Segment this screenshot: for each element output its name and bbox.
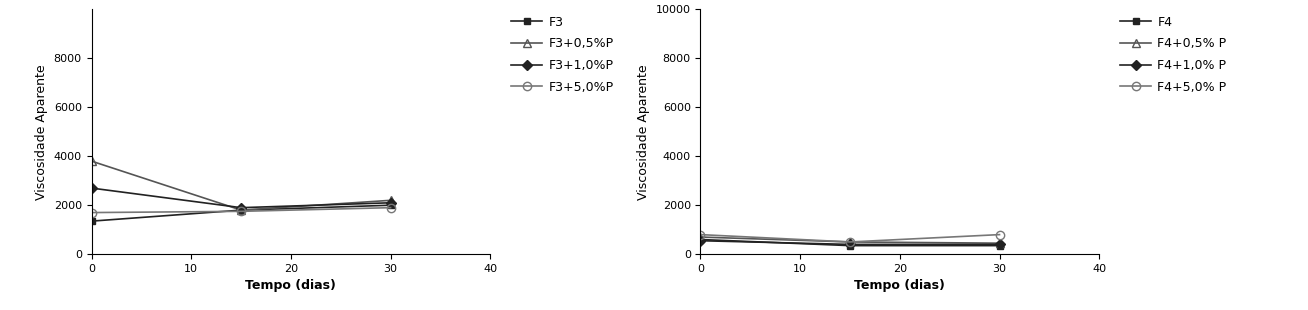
F4	[842, 244, 858, 247]
Line: F4+1,0% P: F4+1,0% P	[697, 237, 1003, 248]
F4+1,0% P	[842, 242, 858, 246]
F3	[383, 203, 399, 207]
F3+5,0%P	[84, 211, 99, 215]
F4	[693, 238, 709, 241]
F3+5,0%P	[233, 210, 249, 213]
X-axis label: Tempo (dias): Tempo (dias)	[854, 280, 946, 292]
Line: F3+1,0%P: F3+1,0%P	[88, 184, 394, 211]
Legend: F4, F4+0,5% P, F4+1,0% P, F4+5,0% P: F4, F4+0,5% P, F4+1,0% P, F4+5,0% P	[1120, 16, 1227, 94]
F3+0,5%P	[84, 159, 99, 163]
F3+1,0%P	[84, 186, 99, 190]
F4+0,5% P	[842, 240, 858, 244]
Y-axis label: Viscosidade Aparente: Viscosidade Aparente	[637, 64, 650, 200]
Line: F3+0,5%P: F3+0,5%P	[88, 157, 395, 214]
F4+5,0% P	[693, 233, 709, 237]
F4+0,5% P	[991, 241, 1007, 245]
F4+1,0% P	[693, 239, 709, 243]
Line: F4+0,5% P: F4+0,5% P	[696, 233, 1003, 247]
F3+0,5%P	[383, 198, 399, 202]
Line: F4: F4	[697, 236, 1003, 249]
Line: F3: F3	[88, 202, 394, 225]
F3+5,0%P	[383, 206, 399, 210]
F3	[84, 219, 99, 223]
F3+1,0%P	[383, 201, 399, 205]
F4+0,5% P	[693, 235, 709, 239]
Y-axis label: Viscosidade Aparente: Viscosidade Aparente	[35, 64, 48, 200]
Legend: F3, F3+0,5%P, F3+1,0%P, F3+5,0%P: F3, F3+0,5%P, F3+1,0%P, F3+5,0%P	[511, 16, 613, 94]
F4+5,0% P	[991, 233, 1007, 237]
F4+1,0% P	[991, 242, 1007, 246]
Line: F3+5,0%P: F3+5,0%P	[88, 203, 395, 217]
F3+0,5%P	[233, 208, 249, 212]
F4	[991, 244, 1007, 247]
Line: F4+5,0% P: F4+5,0% P	[696, 230, 1003, 246]
F4+5,0% P	[842, 240, 858, 244]
F3	[233, 208, 249, 212]
F3+1,0%P	[233, 206, 249, 210]
X-axis label: Tempo (dias): Tempo (dias)	[246, 280, 336, 292]
